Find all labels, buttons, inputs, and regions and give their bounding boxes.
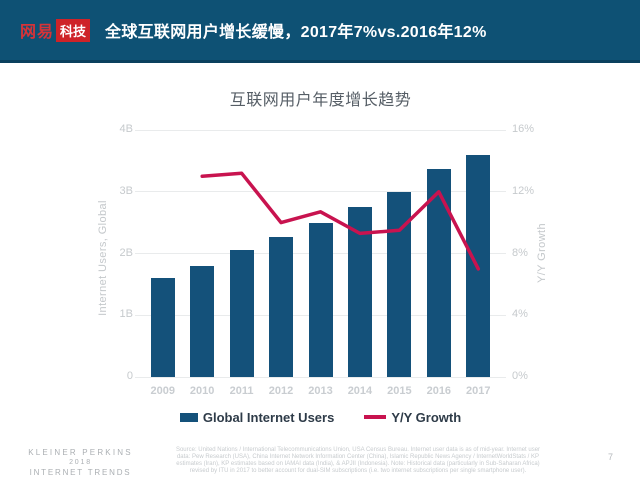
- legend-item-bar: Global Internet Users: [179, 409, 335, 425]
- bar-2012: [269, 236, 294, 377]
- bar-2011: [229, 250, 254, 377]
- bar-2016: [426, 168, 451, 377]
- y-axis-tick-left: 2B: [119, 246, 133, 259]
- footer-brand-line: KLEINER PERKINS: [28, 448, 133, 457]
- bar-swatch-icon: [179, 412, 198, 422]
- x-axis-label-2017: 2017: [466, 385, 491, 397]
- legend-label: Y/Y Growth: [391, 409, 462, 425]
- line-swatch-icon: [364, 415, 387, 419]
- slide-title: 全球互联网用户增长缓慢，2017年7%vs.2016年12%: [105, 24, 487, 41]
- footer-brand-line: INTERNET TRENDS: [29, 468, 132, 477]
- y-axis-tick-right: 16%: [512, 123, 535, 135]
- bar-2010: [190, 265, 215, 377]
- netease-logo: 网易 科技: [20, 18, 91, 42]
- footer-brand-line: 2018: [69, 459, 92, 466]
- chart-legend: Global Internet Users Y/Y Growth: [143, 408, 498, 426]
- source-line: data: Pew Research (USA), China Internet…: [176, 454, 540, 460]
- legend-item-line: Y/Y Growth: [364, 410, 461, 425]
- footer-brand: KLEINER PERKINS 2018 INTERNET TRENDS: [8, 448, 153, 477]
- y-axis-tick-left: 4B: [119, 123, 133, 135]
- source-note: Source: United Nations / International T…: [158, 447, 558, 475]
- x-axis-label-2015: 2015: [387, 385, 412, 397]
- x-axis-label-2010: 2010: [189, 385, 215, 397]
- gridline: [135, 129, 506, 131]
- x-axis-label-2009: 2009: [150, 385, 175, 397]
- legend-label: Global Internet Users: [202, 409, 335, 425]
- x-axis-label-2016: 2016: [426, 385, 452, 397]
- bar-2013: [308, 222, 333, 377]
- netease-wordmark: 网易: [20, 24, 55, 41]
- x-axis-label-2011: 2011: [229, 385, 254, 397]
- y-axis-tick-right: 12%: [512, 184, 535, 197]
- chart-title: 互联网用户年度增长趋势: [229, 92, 412, 109]
- page-number: 7: [608, 452, 614, 462]
- gridline: [135, 376, 506, 378]
- y-axis-tick-right: 0%: [512, 370, 528, 382]
- y-axis-tick-left: 0: [126, 370, 133, 382]
- y-axis-tick-right: 4%: [512, 308, 528, 321]
- source-line: Source: United Nations / International T…: [175, 447, 541, 453]
- bar-2014: [347, 207, 372, 377]
- source-line: estimates (Iran), KP estimates based on …: [176, 461, 540, 467]
- header-bar: 网易 科技 全球互联网用户增长缓慢，2017年7%vs.2016年12%: [0, 0, 640, 63]
- x-axis-label-2013: 2013: [308, 385, 333, 397]
- growth-line: [200, 171, 481, 271]
- y-axis-tick-left: 1B: [119, 308, 133, 321]
- bar-2009: [150, 278, 175, 377]
- source-line: revised by ITU in 2017 to better account…: [189, 468, 527, 474]
- x-axis-label-2012: 2012: [268, 385, 294, 397]
- plot-area: 2009 2010 2011 2012 2013 2014 2015 2016 2017: [135, 129, 506, 397]
- y-axis-tick-left: 3B: [119, 184, 133, 197]
- x-axis-label-2014: 2014: [347, 385, 373, 397]
- gridline: [135, 191, 506, 193]
- tech-badge: 科技: [56, 18, 91, 42]
- y-axis-tick-right: 8%: [512, 246, 528, 259]
